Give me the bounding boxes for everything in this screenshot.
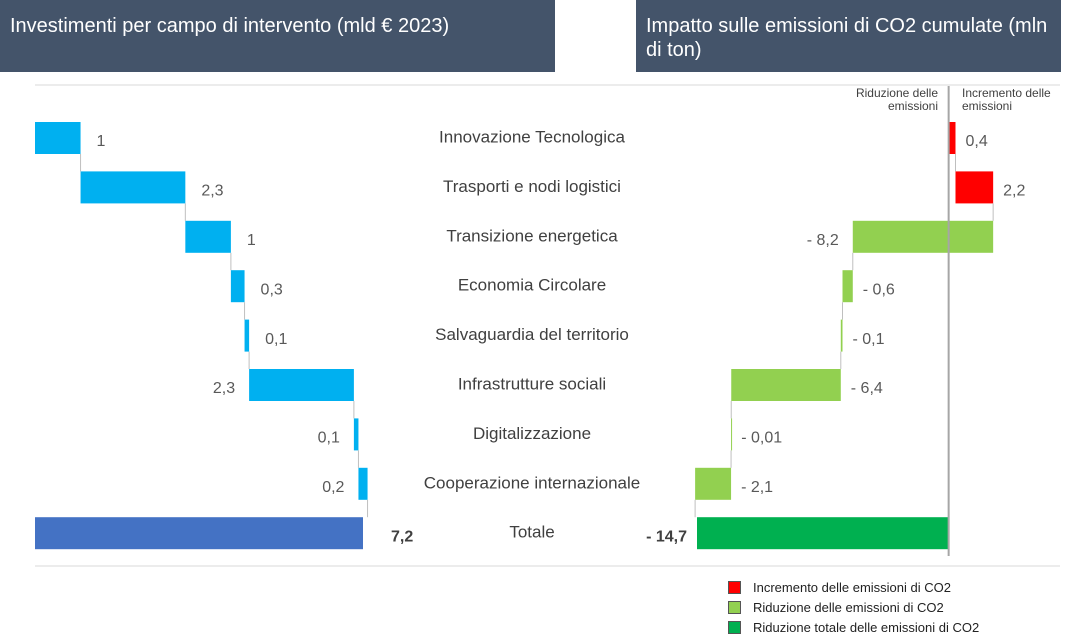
value-label: 0,3	[261, 281, 283, 298]
value-label: 0,4	[965, 133, 987, 150]
value-label: - 8,2	[807, 232, 839, 249]
value-label: - 2,1	[741, 479, 773, 496]
value-label: 0,1	[265, 331, 287, 348]
legend-entry: Incremento delle emissioni di CO2	[728, 580, 951, 595]
column-label: Riduzione delle emissioni	[855, 86, 938, 113]
left-title: Investimenti per campo di intervento (ml…	[0, 0, 555, 72]
bar	[695, 467, 732, 500]
legend-swatch	[728, 621, 741, 634]
legend-entry: Riduzione totale delle emissioni di CO2	[728, 620, 979, 635]
legend-entry: Riduzione delle emissioni di CO2	[728, 600, 944, 615]
bar	[948, 122, 956, 154]
value-label: 1	[247, 232, 256, 249]
right-title: Impatto sulle emissioni di CO2 cumulate …	[636, 0, 1061, 72]
bar	[955, 171, 994, 204]
value-label: 7,2	[391, 528, 413, 545]
legend-swatch	[728, 601, 741, 614]
bar	[731, 369, 841, 401]
legend-label: Incremento delle emissioni di CO2	[753, 580, 951, 595]
bar	[731, 418, 733, 451]
bar	[840, 319, 843, 352]
total-bar	[35, 517, 363, 550]
category-label: Cooperazione internazionale	[424, 473, 640, 492]
category-label: Trasporti e nodi logistici	[443, 177, 621, 196]
category-label: Innovazione Tecnologica	[439, 127, 625, 146]
bar	[35, 122, 81, 154]
value-label: - 0,01	[741, 430, 782, 447]
value-label: 1	[97, 133, 106, 150]
value-label: 0,2	[322, 479, 344, 496]
value-label: - 0,1	[853, 331, 885, 348]
bar	[353, 418, 359, 451]
bar	[249, 369, 354, 401]
value-label: 2,2	[1003, 183, 1025, 200]
bar	[358, 467, 368, 500]
category-label: Infrastrutture sociali	[458, 374, 606, 393]
value-label: - 0,6	[863, 281, 895, 298]
legend-label: Riduzione delle emissioni di CO2	[753, 600, 944, 615]
legend-label: Riduzione totale delle emissioni di CO2	[753, 620, 980, 635]
column-label: Incremento delle emissioni	[962, 86, 1051, 113]
value-label: 2,3	[201, 183, 223, 200]
category-label: Transizione energetica	[446, 226, 618, 245]
value-label: - 6,4	[851, 380, 883, 397]
total-bar	[697, 517, 949, 550]
value-label: 2,3	[213, 380, 235, 397]
bar	[842, 270, 853, 303]
category-label: Digitalizzazione	[473, 424, 591, 443]
category-label: Economia Circolare	[458, 276, 606, 295]
bar	[80, 171, 186, 204]
value-label: 0,1	[318, 430, 340, 447]
value-label: - 14,7	[646, 528, 687, 545]
bar	[185, 220, 231, 253]
category-label: Salvaguardia del territorio	[435, 325, 629, 344]
bar	[244, 319, 250, 352]
bar	[852, 220, 994, 253]
category-label: Totale	[509, 523, 554, 542]
legend-swatch	[728, 581, 741, 594]
bar	[230, 270, 245, 303]
